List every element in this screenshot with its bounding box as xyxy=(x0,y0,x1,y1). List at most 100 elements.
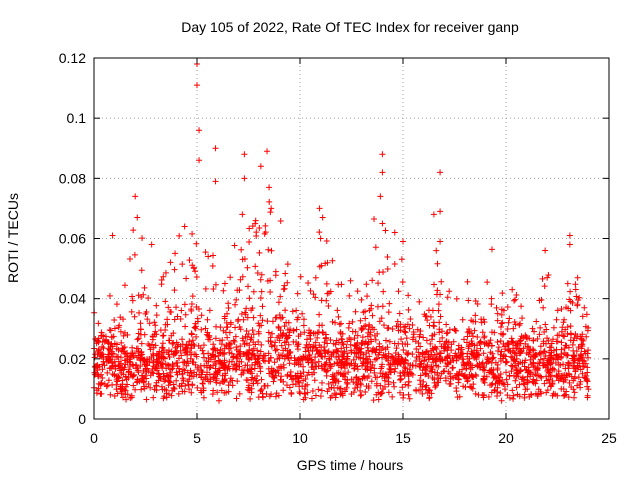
data-point xyxy=(494,339,501,346)
data-point xyxy=(403,335,410,342)
data-point xyxy=(530,337,537,344)
data-point xyxy=(439,334,446,341)
data-point xyxy=(186,338,193,345)
data-point xyxy=(133,379,140,386)
data-point xyxy=(252,263,259,270)
data-point xyxy=(577,366,584,373)
data-point xyxy=(533,377,540,384)
data-point xyxy=(94,367,101,374)
data-point xyxy=(119,394,126,401)
data-point xyxy=(416,356,423,362)
data-point xyxy=(113,386,120,393)
data-point xyxy=(426,394,433,401)
data-point xyxy=(240,316,247,323)
data-point xyxy=(344,380,351,387)
data-point xyxy=(285,354,292,361)
data-point xyxy=(444,294,451,301)
data-point xyxy=(574,274,581,281)
data-point xyxy=(116,365,123,372)
data-point xyxy=(148,241,155,248)
data-point xyxy=(541,380,548,387)
data-point xyxy=(394,318,401,325)
data-point xyxy=(123,396,130,403)
data-point xyxy=(470,318,477,325)
data-point xyxy=(558,372,565,379)
data-point xyxy=(225,300,232,307)
x-tick-label: 10 xyxy=(292,430,308,446)
data-point xyxy=(299,310,306,317)
data-point xyxy=(138,267,145,274)
data-point xyxy=(333,346,340,353)
data-point xyxy=(327,336,334,343)
data-point xyxy=(257,295,264,302)
data-point xyxy=(520,380,527,387)
data-point xyxy=(492,359,499,366)
data-point xyxy=(449,364,456,371)
data-point xyxy=(158,360,165,367)
data-point xyxy=(562,391,569,398)
data-point xyxy=(312,392,319,399)
data-point xyxy=(169,365,176,372)
data-point xyxy=(405,371,412,378)
data-point xyxy=(331,360,338,367)
data-point xyxy=(116,322,123,329)
data-point xyxy=(312,339,319,346)
data-point xyxy=(536,360,543,367)
data-point xyxy=(132,386,139,393)
data-point xyxy=(166,378,173,385)
data-point xyxy=(153,383,160,390)
data-point xyxy=(176,232,183,239)
data-point xyxy=(280,378,287,385)
data-point xyxy=(251,361,258,368)
data-point xyxy=(362,388,369,395)
data-point xyxy=(426,387,433,394)
data-point xyxy=(358,340,365,347)
data-point xyxy=(236,358,243,365)
data-point xyxy=(581,304,588,311)
data-point xyxy=(210,252,217,259)
data-point xyxy=(345,369,352,376)
data-point xyxy=(221,280,228,287)
data-point xyxy=(284,335,291,342)
data-point xyxy=(510,339,517,346)
data-point xyxy=(120,332,127,339)
data-point xyxy=(572,281,579,288)
data-point xyxy=(551,366,558,373)
data-point xyxy=(391,229,398,236)
data-point xyxy=(536,331,543,338)
data-point xyxy=(531,328,538,335)
data-point xyxy=(584,364,591,371)
data-point xyxy=(558,328,565,335)
data-point xyxy=(95,348,102,355)
data-point xyxy=(314,329,321,336)
data-point xyxy=(409,371,416,378)
data-point xyxy=(343,344,350,351)
data-point xyxy=(149,369,156,376)
data-point xyxy=(416,377,423,384)
data-point xyxy=(577,352,584,359)
data-point xyxy=(480,375,487,382)
data-point xyxy=(192,325,199,332)
data-point xyxy=(498,380,505,387)
data-point xyxy=(133,362,140,369)
data-point xyxy=(577,333,584,340)
data-point xyxy=(517,320,524,327)
data-point xyxy=(351,365,358,372)
data-point xyxy=(293,326,300,333)
data-point xyxy=(378,346,385,353)
data-point xyxy=(256,249,263,256)
data-point xyxy=(509,387,516,394)
data-point xyxy=(370,397,377,404)
data-point xyxy=(452,327,459,334)
data-point xyxy=(268,343,275,350)
data-point xyxy=(386,338,393,345)
data-point xyxy=(440,368,447,375)
data-point xyxy=(212,178,219,185)
data-point xyxy=(522,357,529,364)
data-point xyxy=(194,82,200,89)
data-point xyxy=(177,316,184,323)
data-point xyxy=(351,335,358,342)
data-point xyxy=(453,295,460,302)
data-point xyxy=(350,356,357,363)
data-point xyxy=(294,374,301,381)
